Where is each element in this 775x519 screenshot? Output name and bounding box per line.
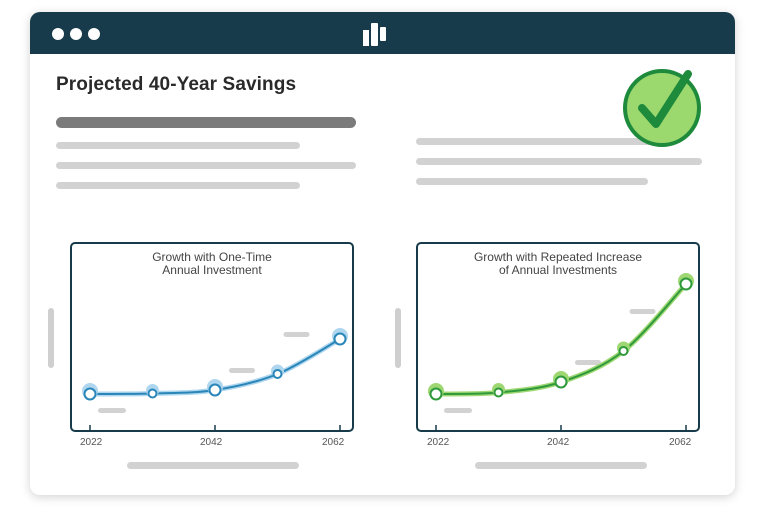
chart-title-line-1: Growth with One-Time <box>152 250 272 264</box>
chart-one-time-investment: Growth with One-Time Annual Investment <box>70 242 354 432</box>
x-tick-label: 2042 <box>547 437 570 448</box>
chart-title-line-2: of Annual Investments <box>498 263 618 277</box>
placeholder-label-dash <box>575 360 601 365</box>
x-tick-label: 2022 <box>427 437 450 448</box>
chart-title-line-1: Growth with Repeated Increase <box>473 250 643 264</box>
title-bar <box>30 12 735 54</box>
page-title: Projected 40-Year Savings <box>56 74 297 95</box>
placeholder-text-line <box>56 162 356 169</box>
scroll-handle-left[interactable] <box>48 308 54 368</box>
x-tick-label: 2062 <box>322 437 345 448</box>
window-dot-2[interactable] <box>70 28 82 40</box>
data-point <box>679 277 693 291</box>
app-window: Projected 40-Year Savings Growth with On… <box>30 12 735 495</box>
bar-chart-logo-icon <box>363 23 386 46</box>
data-point <box>618 346 629 356</box>
placeholder-text-line <box>416 138 656 145</box>
data-point <box>493 387 504 398</box>
placeholder-label-dash <box>283 332 310 337</box>
chart-title: Growth with Repeated Increase of Annual … <box>418 251 698 277</box>
chart-repeated-investment: Growth with Repeated Increase of Annual … <box>416 242 700 432</box>
data-point <box>554 375 568 389</box>
placeholder-label-dash <box>444 408 472 413</box>
data-point <box>83 387 97 401</box>
window-dot-3[interactable] <box>88 28 100 40</box>
placeholder-text-line <box>416 158 702 165</box>
chart-title-line-2: Annual Investment <box>162 263 262 277</box>
window-dot-1[interactable] <box>52 28 64 40</box>
check-circle-icon <box>623 69 701 147</box>
placeholder-label-dash <box>98 408 126 413</box>
chart-plot-repeated <box>428 273 694 430</box>
chart-title: Growth with One-Time Annual Investment <box>72 251 352 277</box>
x-tick-label: 2022 <box>80 437 103 448</box>
data-point <box>429 387 443 401</box>
placeholder-label-dash <box>229 368 255 373</box>
placeholder-caption-bar <box>127 462 299 469</box>
placeholder-label-dash <box>629 309 656 314</box>
placeholder-text-line <box>56 142 300 149</box>
data-point <box>333 332 347 346</box>
data-point <box>208 383 222 397</box>
x-tick-label: 2062 <box>669 437 692 448</box>
placeholder-text-line <box>416 178 648 185</box>
scroll-handle-middle[interactable] <box>395 308 401 368</box>
chart-plot-one-time <box>82 328 348 430</box>
placeholder-text-line <box>56 182 300 189</box>
placeholder-heading-bar <box>56 117 356 128</box>
data-point <box>272 369 283 379</box>
placeholder-caption-bar <box>475 462 647 469</box>
x-tick-label: 2042 <box>200 437 223 448</box>
data-point <box>147 388 158 399</box>
